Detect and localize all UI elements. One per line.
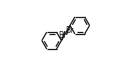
Text: Br: Br: [58, 31, 66, 40]
Text: Br: Br: [65, 26, 74, 35]
